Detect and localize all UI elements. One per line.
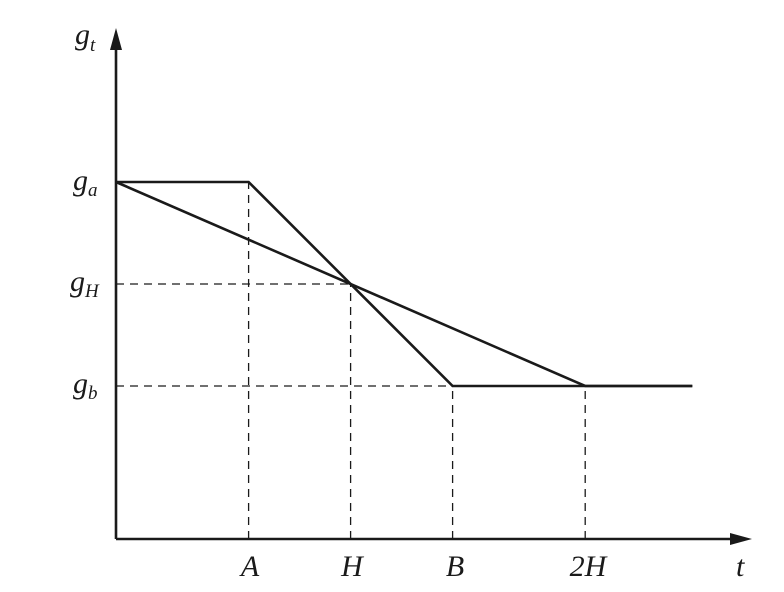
y-tick-label-gh: gH (70, 265, 100, 302)
axes (110, 28, 752, 545)
x-tick-label-2h: 2H (570, 550, 609, 583)
x-tick-label-a: A (239, 550, 260, 583)
axis-labels: gt t ga gH gb A H B 2H (70, 18, 745, 583)
x-axis-arrow-icon (730, 533, 752, 545)
y-tick-label-ga: ga (73, 164, 98, 201)
y-axis-arrow-icon (110, 28, 122, 50)
x-tick-label-b: B (446, 550, 464, 583)
series-line-linear (115, 180, 693, 388)
series-lines (115, 180, 693, 388)
y-axis-title: gt (75, 18, 96, 56)
x-axis-title: t (736, 550, 745, 583)
dashed-guides (116, 182, 586, 539)
y-tick-label-gb: gb (73, 367, 98, 404)
x-tick-label-h: H (340, 550, 365, 583)
